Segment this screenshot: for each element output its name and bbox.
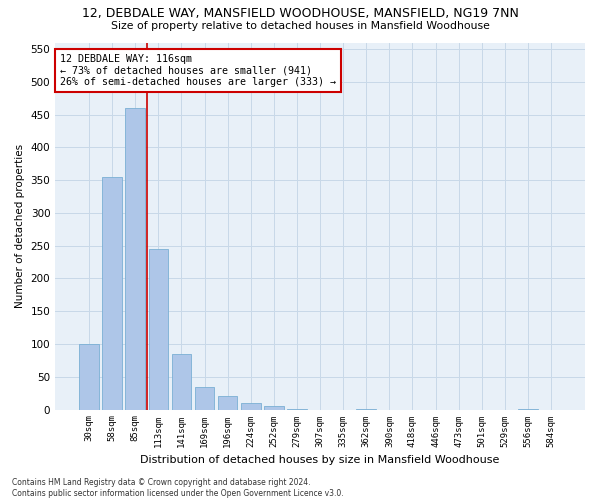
Bar xyxy=(218,396,238,409)
Bar xyxy=(264,406,284,410)
Bar xyxy=(79,344,99,410)
Bar xyxy=(195,386,214,409)
Text: 12 DEBDALE WAY: 116sqm
← 73% of detached houses are smaller (941)
26% of semi-de: 12 DEBDALE WAY: 116sqm ← 73% of detached… xyxy=(61,54,337,86)
Bar xyxy=(172,354,191,410)
X-axis label: Distribution of detached houses by size in Mansfield Woodhouse: Distribution of detached houses by size … xyxy=(140,455,500,465)
Bar xyxy=(518,409,538,410)
Bar xyxy=(356,409,376,410)
Y-axis label: Number of detached properties: Number of detached properties xyxy=(15,144,25,308)
Text: Contains HM Land Registry data © Crown copyright and database right 2024.
Contai: Contains HM Land Registry data © Crown c… xyxy=(12,478,344,498)
Bar xyxy=(241,403,260,409)
Text: Size of property relative to detached houses in Mansfield Woodhouse: Size of property relative to detached ho… xyxy=(110,21,490,31)
Bar xyxy=(103,177,122,410)
Bar xyxy=(125,108,145,410)
Bar xyxy=(149,249,168,410)
Bar xyxy=(287,409,307,410)
Text: 12, DEBDALE WAY, MANSFIELD WOODHOUSE, MANSFIELD, NG19 7NN: 12, DEBDALE WAY, MANSFIELD WOODHOUSE, MA… xyxy=(82,8,518,20)
